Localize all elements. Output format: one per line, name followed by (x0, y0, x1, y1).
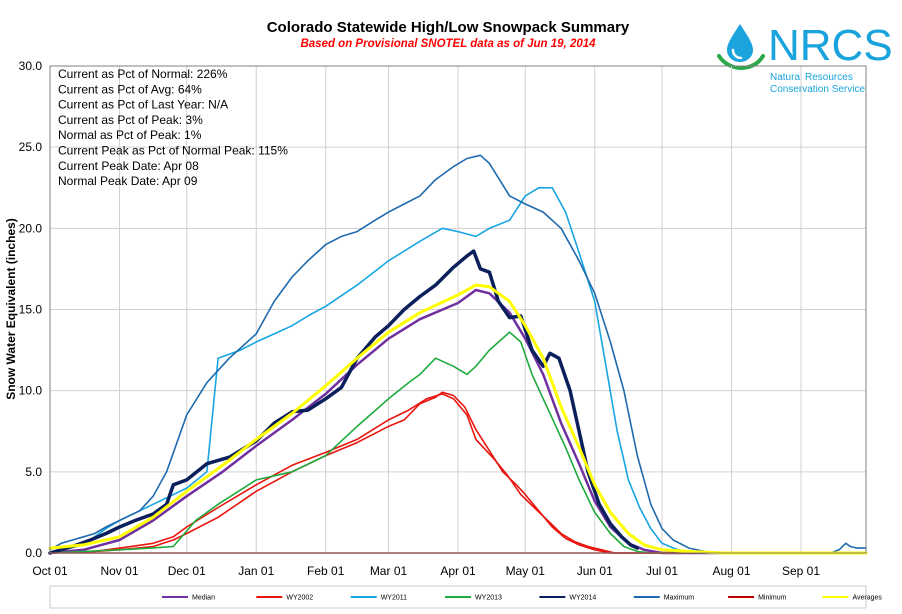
stat-annotation: Normal Peak Date: Apr 09 (58, 174, 198, 188)
x-tick-label: Feb 01 (307, 564, 345, 578)
series-line-wy2014 (48, 249, 640, 555)
logo-line-1: Natural Resources (770, 72, 853, 83)
y-tick-label: 15.0 (19, 303, 43, 317)
x-tick-label: Jun 01 (577, 564, 613, 578)
y-tick-label: 10.0 (19, 384, 43, 398)
legend-label: Minimum (758, 595, 787, 602)
stat-annotation: Current as Pct of Last Year: N/A (58, 98, 228, 112)
x-tick-label: Jan 01 (238, 564, 274, 578)
y-tick-label: 20.0 (19, 221, 43, 235)
logo-wordmark: NRCS (768, 21, 893, 70)
series-line-wy2002-2 (49, 393, 867, 554)
stat-annotation: Current Peak as Pct of Normal Peak: 115% (58, 144, 288, 158)
series-line-wy2013 (49, 331, 867, 554)
logo-line-2: Conservation Service (770, 84, 865, 95)
nrcs-logo: NRCS Natural Resources Conservation Serv… (717, 21, 893, 95)
y-axis-label: Snow Water Equivalent (inches) (4, 218, 18, 400)
y-tick-label: 30.0 (19, 59, 43, 73)
series-line-averages (48, 283, 868, 555)
legend: Median WY2002 WY2011 WY2013 WY2014 Maximum Min… (162, 595, 882, 602)
legend-label: WY2002 (286, 595, 313, 602)
stats-annotations: Current as Pct of Normal: 226%Current as… (58, 67, 288, 188)
x-tick-label: Jul 01 (646, 564, 678, 578)
x-tick-label: Oct 01 (32, 564, 68, 578)
legend-label: Averages (852, 595, 882, 602)
legend-label: WY2013 (475, 595, 502, 602)
series-line-wy2011 (49, 187, 867, 554)
legend-label: Median (192, 595, 215, 602)
stat-annotation: Current Peak Date: Apr 08 (58, 159, 199, 173)
x-tick-label: Dec 01 (168, 564, 206, 578)
x-tick-label: Aug 01 (712, 564, 750, 578)
x-tick-label: May 01 (506, 564, 546, 578)
legend-label: Maximum (664, 595, 695, 602)
x-tick-label: Nov 01 (100, 564, 138, 578)
x-tick-label: Mar 01 (370, 564, 408, 578)
stat-annotation: Current as Pct of Avg: 64% (58, 82, 202, 96)
y-tick-label: 25.0 (19, 140, 43, 154)
legend-label: WY2014 (569, 595, 596, 602)
stat-annotation: Normal as Pct of Peak: 1% (58, 128, 202, 142)
chart-subtitle: Based on Provisional SNOTEL data as of J… (300, 38, 596, 50)
legend-label: WY2011 (381, 595, 407, 602)
y-tick-label: 0.0 (25, 546, 42, 560)
plot-frame (49, 65, 867, 554)
series-line-maximum (49, 154, 867, 554)
plot-grid (49, 65, 866, 554)
y-axis-ticks: 0.0 5.0 10.0 15.0 20.0 25.0 30.0 (19, 59, 43, 560)
stat-annotation: Current as Pct of Peak: 3% (58, 113, 203, 127)
x-tick-label: Sep 01 (782, 564, 820, 578)
chart-title: Colorado Statewide High/Low Snowpack Sum… (267, 19, 630, 36)
y-tick-label: 5.0 (25, 465, 42, 479)
x-tick-label: Apr 01 (440, 564, 476, 578)
water-drop-icon (717, 24, 765, 71)
x-axis-ticks: Oct 01 Nov 01 Dec 01 Jan 01 Feb 01 Mar 01 Apr … (32, 564, 820, 578)
stat-annotation: Current as Pct of Normal: 226% (58, 67, 228, 81)
